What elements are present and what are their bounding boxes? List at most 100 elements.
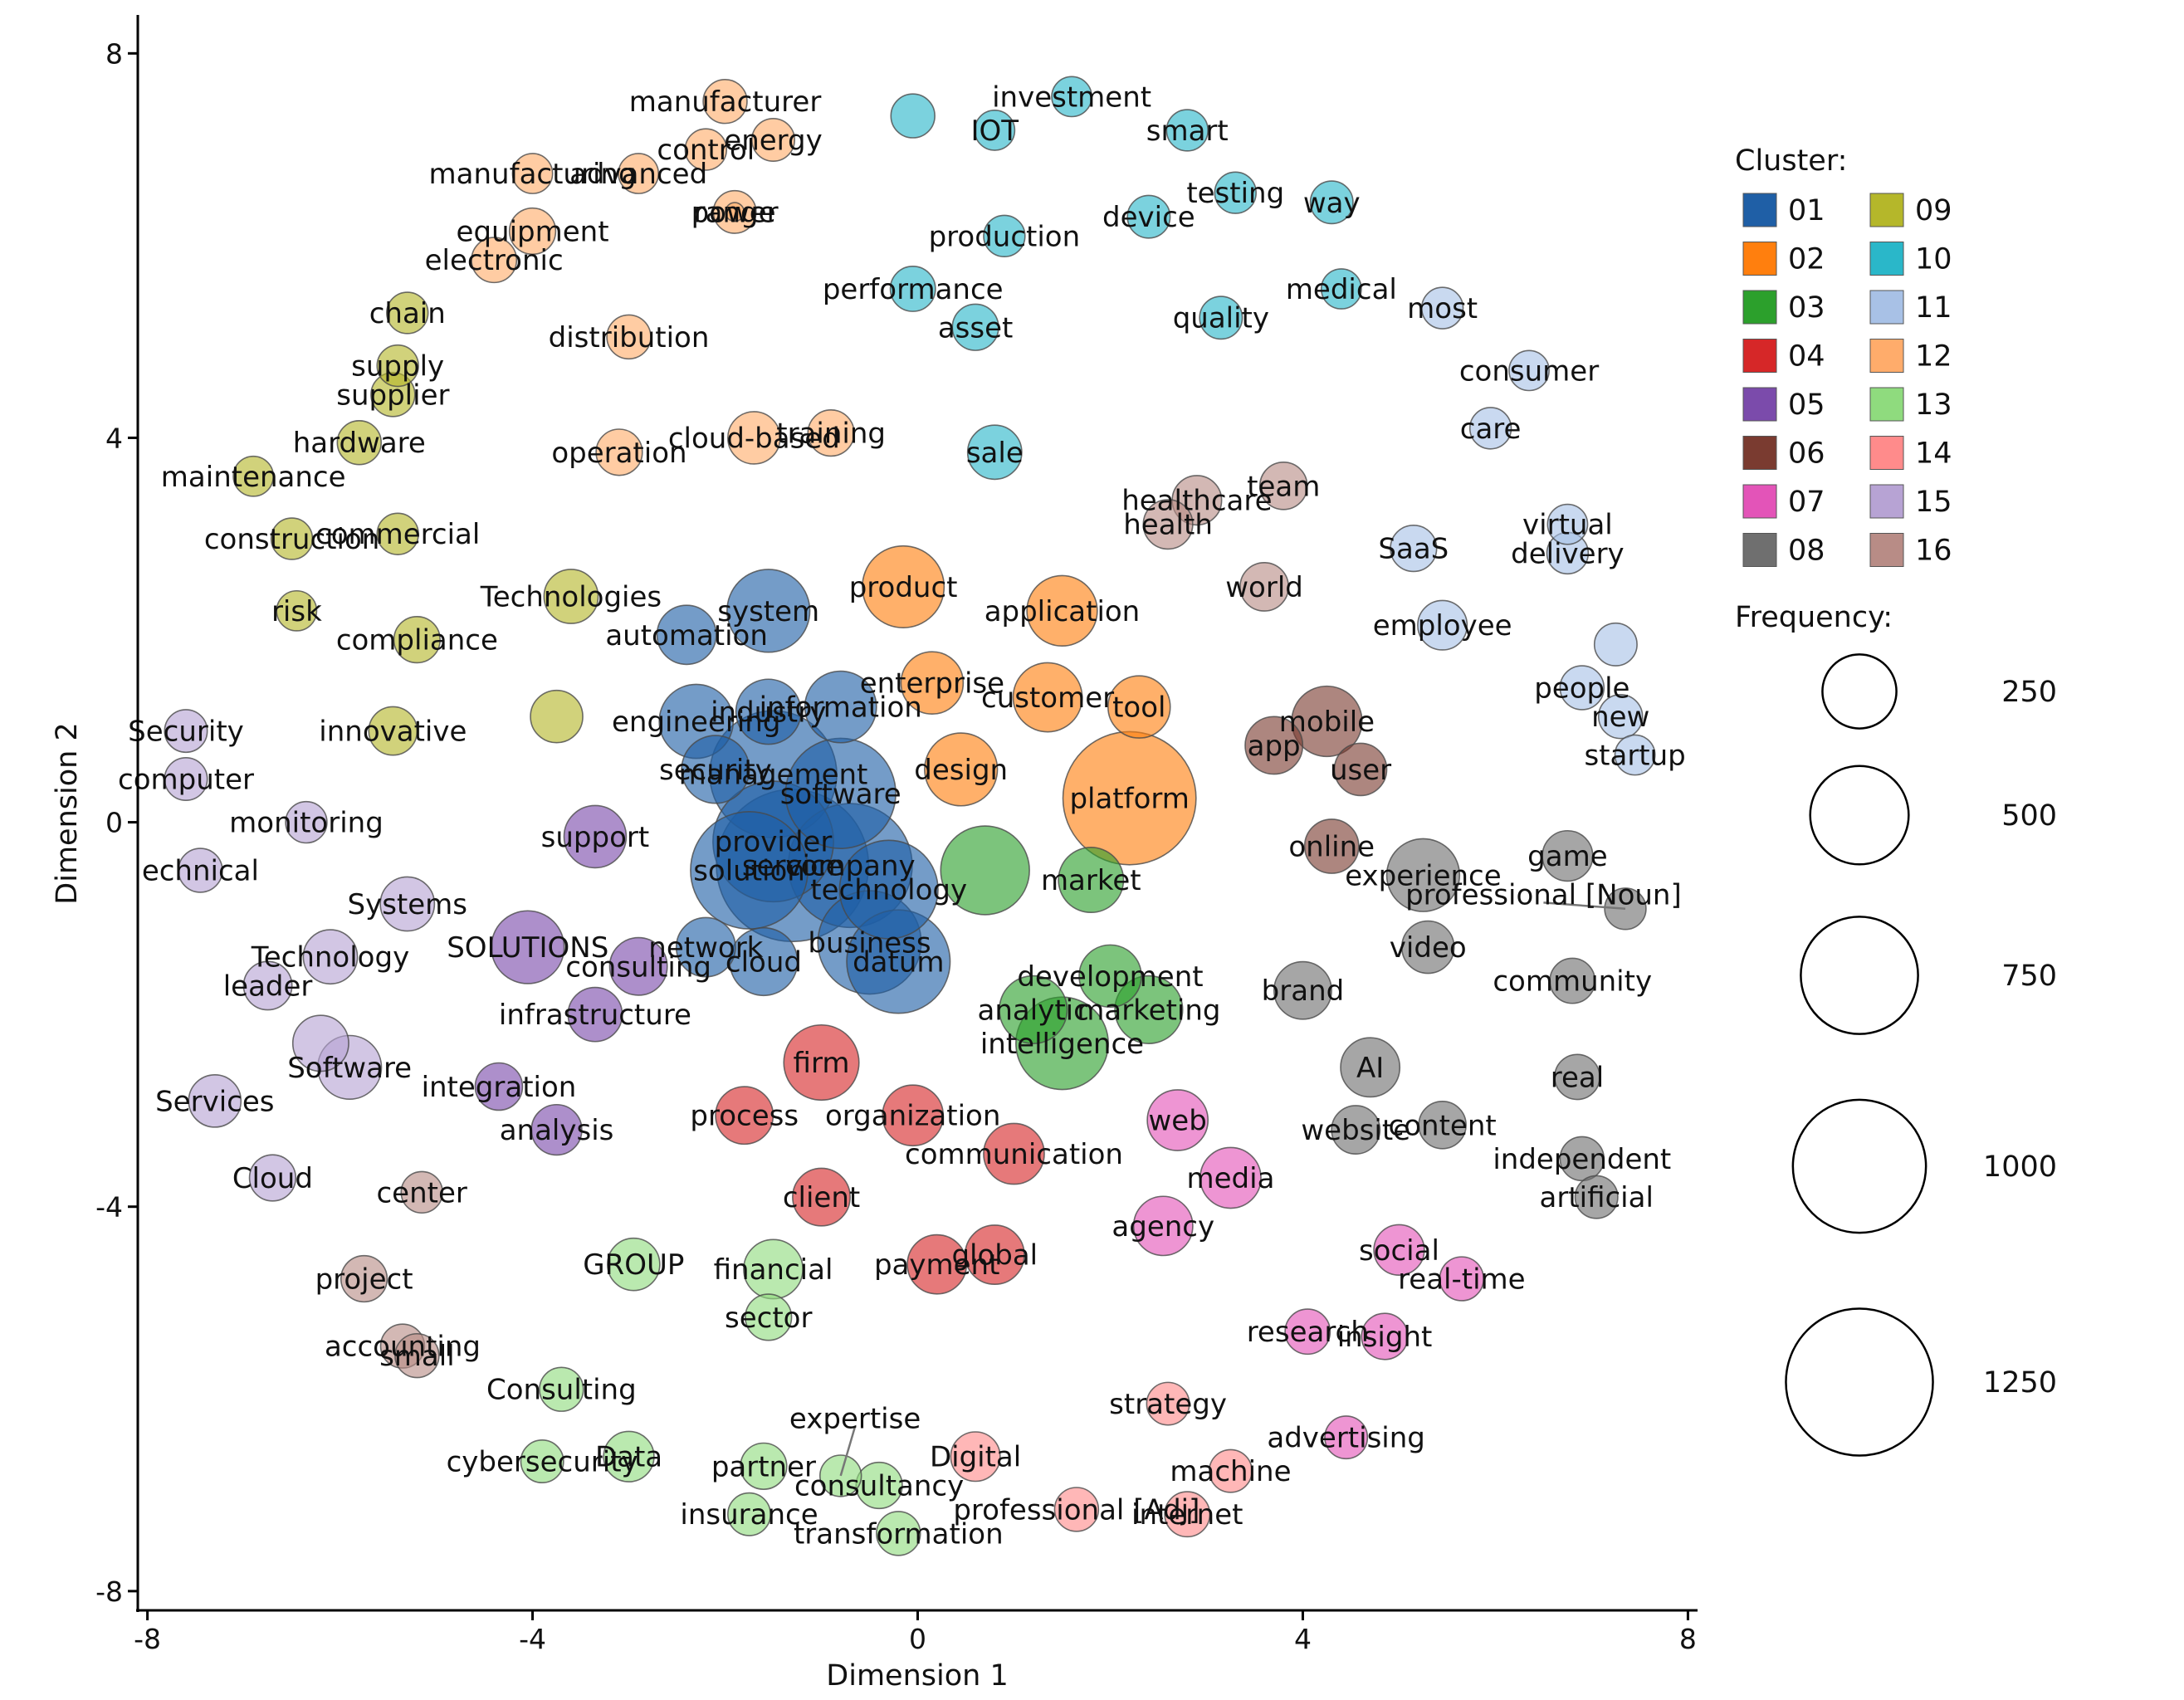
bubble-support <box>563 804 628 869</box>
bubble-global <box>964 1224 1025 1286</box>
bubble-risk <box>276 589 318 632</box>
bubble-chain <box>386 291 429 335</box>
word-label-team: team <box>1247 470 1320 503</box>
y-tick-label: 4 <box>105 422 123 454</box>
word-label-business: business <box>808 926 931 960</box>
word-label-supplier: supplier <box>336 379 449 412</box>
bubble-infrastructure <box>567 986 623 1043</box>
word-label-quality: quality <box>1173 302 1269 335</box>
word-label-tool: tool <box>1112 691 1165 725</box>
cluster-label-03: 03 <box>1788 291 1825 325</box>
word-label-risk: risk <box>271 595 322 628</box>
word-label-automation: automation <box>605 619 768 652</box>
word-label-customer: customer <box>981 681 1114 715</box>
frequency-circle-250 <box>1821 653 1898 730</box>
bubble-supply <box>376 344 419 388</box>
bubble-asset <box>951 303 999 351</box>
cluster-legend-title: Cluster: <box>1735 144 1847 178</box>
word-label-device: device <box>1102 201 1195 234</box>
cluster-swatch-15 <box>1869 484 1904 519</box>
cluster-label-14: 14 <box>1915 437 1952 471</box>
bubble-saas <box>1390 524 1438 573</box>
cluster-swatch-02 <box>1742 242 1777 276</box>
y-tick-label: 0 <box>105 807 123 839</box>
word-label-media: media <box>1187 1162 1275 1195</box>
bubble-analysis <box>530 1103 583 1156</box>
bubble-most <box>1420 286 1464 330</box>
bubble-social <box>1373 1224 1425 1276</box>
word-label-technology: technology <box>810 874 967 907</box>
word-label-cloud: cloud <box>726 945 802 979</box>
word-label-computer: computer <box>118 763 254 796</box>
word-label-hardware: hardware <box>293 427 426 460</box>
bubble-point <box>890 93 936 139</box>
word-label-client: client <box>783 1181 860 1214</box>
word-label-small: small <box>379 1340 455 1373</box>
bubble-integration <box>474 1062 524 1111</box>
x-tick-label: -4 <box>519 1623 546 1655</box>
bubble-small <box>394 1332 440 1379</box>
bubble-online <box>1303 818 1360 874</box>
word-label-systems: Systems <box>348 888 468 921</box>
word-label-advertising: advertising <box>1267 1422 1425 1455</box>
word-label-solutions: SOLUTIONS <box>447 931 608 965</box>
frequency-circle-1000 <box>1791 1098 1927 1234</box>
bubble-machine <box>1208 1448 1253 1493</box>
word-label-people: people <box>1534 672 1629 705</box>
y-tick-label: -4 <box>95 1191 123 1224</box>
bubble-services <box>188 1074 242 1128</box>
bubble-design <box>924 732 999 807</box>
word-label-delivery: delivery <box>1511 537 1625 570</box>
word-label-organization: organization <box>825 1100 1000 1133</box>
cluster-swatch-16 <box>1869 533 1904 567</box>
bubble-device <box>1126 194 1171 239</box>
cluster-label-06: 06 <box>1788 437 1825 471</box>
word-label-marketing: marketing <box>1077 994 1220 1027</box>
x-ticks: -8 -4 0 4 8 <box>134 1610 1697 1655</box>
word-label-brand: brand <box>1262 975 1345 1008</box>
frequency-label-1250: 1250 <box>1983 1366 2057 1400</box>
bubble-health <box>1142 499 1194 550</box>
bubble-startup <box>1614 734 1656 776</box>
word-label-most: most <box>1407 292 1478 325</box>
word-label-monitoring: monitoring <box>229 807 384 840</box>
bubble-production <box>983 214 1026 258</box>
cluster-swatch-04 <box>1742 339 1777 373</box>
cluster-swatch-09 <box>1869 193 1904 227</box>
bubble-electronic <box>471 237 518 284</box>
word-label-payment: payment <box>874 1248 999 1282</box>
bubble-point <box>291 1014 349 1072</box>
cluster-swatch-10 <box>1869 242 1904 276</box>
label-leader-line <box>839 1426 857 1477</box>
word-label-services: Services <box>155 1085 274 1118</box>
axes: -8 -4 0 4 8 -8 -4 0 4 8 Dimension 1 Dimension 2 <box>51 15 1698 1693</box>
word-label-strategy: strategy <box>1109 1388 1227 1421</box>
cluster-label-04: 04 <box>1788 340 1825 374</box>
bubble-point <box>530 689 584 744</box>
cluster-swatch-14 <box>1869 436 1904 470</box>
word-label-transformation: transformation <box>794 1517 1004 1551</box>
bubble-video <box>1400 920 1455 975</box>
word-label-echnical: echnical <box>142 854 259 887</box>
bubble-client <box>792 1167 851 1227</box>
word-label-distribution: distribution <box>549 321 710 354</box>
bubble-solution <box>690 811 809 930</box>
word-label-analysis: analysis <box>500 1114 614 1147</box>
word-label-app: app <box>1248 730 1301 763</box>
word-label-software: software <box>780 778 901 811</box>
word-label-security: security <box>659 754 772 787</box>
bubble-virtual <box>1546 503 1589 545</box>
bubble-application <box>1026 574 1098 647</box>
bubble-product <box>862 545 945 628</box>
bubble-consulting <box>608 936 668 996</box>
word-label-engineering: engineering <box>612 706 780 739</box>
word-label-agency: agency <box>1112 1210 1214 1243</box>
cluster-swatch-06 <box>1742 436 1777 470</box>
word-label-supply: supply <box>351 350 444 383</box>
word-label-world: world <box>1225 571 1303 604</box>
word-label-content: content <box>1389 1109 1497 1142</box>
word-label-firm: firm <box>794 1047 850 1080</box>
word-label-communication: communication <box>905 1138 1123 1171</box>
word-label-integration: integration <box>422 1071 577 1104</box>
